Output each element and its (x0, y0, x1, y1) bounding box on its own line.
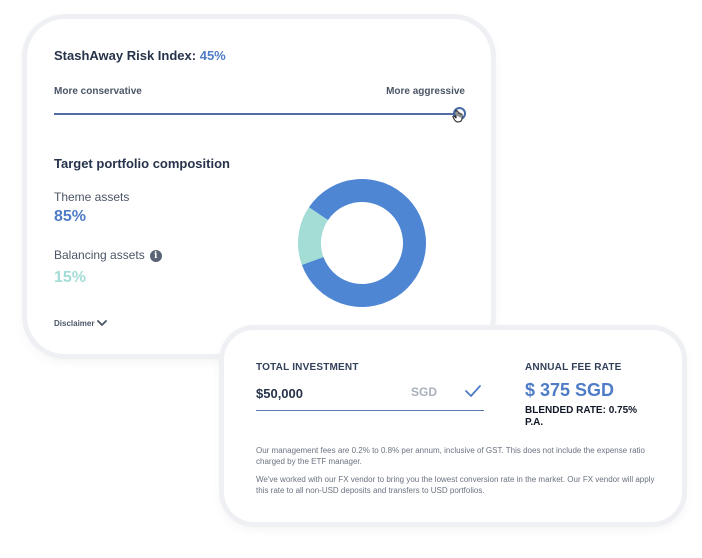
portfolio-donut-chart (298, 179, 426, 307)
currency-label: SGD (411, 385, 438, 399)
balancing-assets-text: Balancing assets (54, 248, 145, 262)
composition-title: Target portfolio composition (54, 156, 230, 171)
risk-slider-track[interactable] (54, 113, 459, 115)
theme-assets-label: Theme assets (54, 190, 130, 204)
annual-fee-value: $ 375 SGD (525, 380, 615, 400)
risk-index-title: StashAway Risk Index: 45% (54, 48, 226, 63)
risk-index-value: 45% (199, 48, 226, 63)
disclaimer-label: Disclaimer (54, 319, 95, 328)
donut-slice-balancing-assets (298, 207, 329, 265)
annual-fee-rate-label: ANNUAL FEE RATE (525, 362, 622, 373)
check-icon (465, 385, 481, 397)
disclaimer-toggle[interactable]: Disclaimer (54, 319, 108, 328)
slider-left-label: More conservative (54, 86, 142, 97)
slider-right-label: More aggressive (386, 86, 465, 97)
balancing-assets-label: Balancing assets i (54, 248, 162, 262)
donut-slice-theme-assets (301, 179, 426, 307)
investment-card: TOTAL INVESTMENT ANNUAL FEE RATE SGD $ 3… (224, 330, 682, 522)
hand-cursor-icon (452, 109, 463, 123)
fx-note: We've worked with our FX vendor to bring… (256, 475, 655, 495)
investment-field: SGD (256, 382, 484, 411)
balancing-assets-value: 15% (54, 269, 87, 286)
blended-rate: BLENDED RATE: 0.75% P.A. (525, 405, 638, 428)
risk-card: StashAway Risk Index: 45% More conservat… (27, 19, 491, 354)
info-icon[interactable]: i (149, 250, 162, 262)
chevron-down-icon (97, 320, 108, 326)
investment-amount-input[interactable] (256, 382, 396, 404)
fees-note: Our management fees are 0.2% to 0.8% per… (256, 446, 645, 466)
risk-index-label: StashAway Risk Index: (54, 48, 197, 63)
theme-assets-value: 85% (54, 208, 87, 225)
total-investment-label: TOTAL INVESTMENT (256, 362, 359, 373)
